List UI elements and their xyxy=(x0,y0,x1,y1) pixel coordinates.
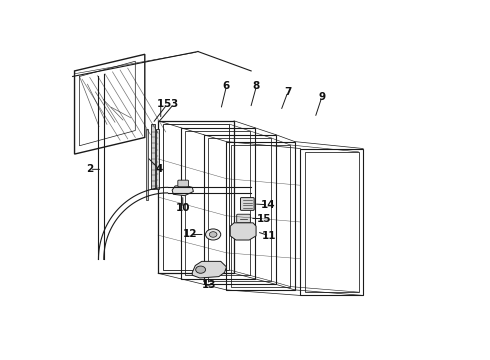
FancyBboxPatch shape xyxy=(237,214,250,223)
Text: 1: 1 xyxy=(157,99,164,109)
Bar xyxy=(151,123,155,189)
Text: 12: 12 xyxy=(183,229,197,239)
Polygon shape xyxy=(192,261,226,278)
Circle shape xyxy=(196,266,206,273)
Text: 3: 3 xyxy=(170,99,177,109)
Text: 11: 11 xyxy=(262,231,276,241)
Circle shape xyxy=(206,229,220,240)
Text: 14: 14 xyxy=(261,200,275,210)
Polygon shape xyxy=(230,223,256,240)
Text: 13: 13 xyxy=(201,280,216,290)
Circle shape xyxy=(209,232,217,237)
Text: 5: 5 xyxy=(164,99,171,109)
Text: 15: 15 xyxy=(257,214,271,224)
Text: 7: 7 xyxy=(284,87,292,97)
Text: 8: 8 xyxy=(253,81,260,91)
Text: 4: 4 xyxy=(155,164,163,174)
Text: 2: 2 xyxy=(86,164,94,174)
Polygon shape xyxy=(172,185,194,195)
FancyBboxPatch shape xyxy=(178,180,189,187)
Bar xyxy=(156,129,159,189)
FancyBboxPatch shape xyxy=(241,198,254,210)
Text: 9: 9 xyxy=(318,92,325,102)
Text: 10: 10 xyxy=(175,203,190,213)
Bar xyxy=(146,129,148,200)
Text: 6: 6 xyxy=(223,81,230,91)
